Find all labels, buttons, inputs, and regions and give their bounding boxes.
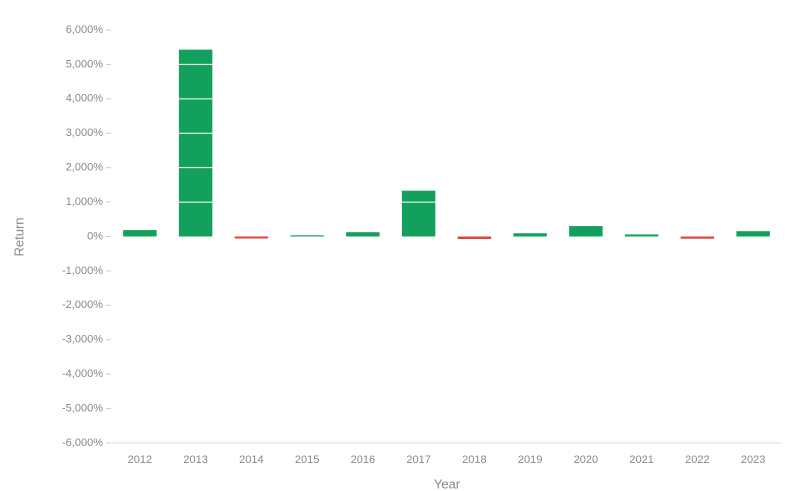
y-tick-label: -5,000% (62, 402, 103, 414)
x-axis-title: Year (434, 476, 461, 491)
bar (624, 234, 659, 237)
x-tick-label: 2015 (295, 454, 319, 466)
x-tick-label: 2012 (128, 454, 152, 466)
y-tick-label: 2,000% (66, 162, 104, 174)
x-tick-label: 2021 (629, 454, 653, 466)
x-tick-label: 2019 (518, 454, 542, 466)
bar (736, 231, 770, 237)
y-tick-label: 3,000% (66, 127, 104, 139)
bar (346, 232, 380, 237)
y-axis-title: Return (11, 217, 26, 256)
x-tick-label: 2016 (351, 454, 375, 466)
bar (569, 226, 603, 237)
bar (513, 233, 547, 237)
y-tick-label: -2,000% (62, 299, 103, 311)
y-tick-label: 0% (87, 230, 103, 242)
bar (680, 236, 715, 239)
x-tick-label: 2020 (574, 454, 598, 466)
y-tick-label: -1,000% (62, 265, 103, 277)
y-tick-label: -3,000% (62, 334, 103, 346)
bar (123, 230, 157, 237)
x-tick-label: 2017 (406, 454, 430, 466)
x-tick-label: 2013 (183, 454, 207, 466)
bar (401, 190, 436, 237)
x-tick-label: 2014 (239, 454, 263, 466)
x-tick-label: 2022 (685, 454, 709, 466)
y-tick-label: -6,000% (62, 437, 103, 449)
y-tick-label: -4,000% (62, 368, 103, 380)
y-tick-label: 5,000% (66, 58, 104, 70)
bar (178, 49, 213, 237)
bar (457, 236, 492, 240)
x-tick-label: 2018 (462, 454, 486, 466)
y-tick-label: 1,000% (66, 196, 104, 208)
bar (234, 236, 269, 239)
y-tick-label: 4,000% (66, 93, 104, 105)
x-tick-label: 2023 (741, 454, 765, 466)
bar (290, 235, 324, 237)
y-tick-label: 6,000% (66, 24, 104, 36)
